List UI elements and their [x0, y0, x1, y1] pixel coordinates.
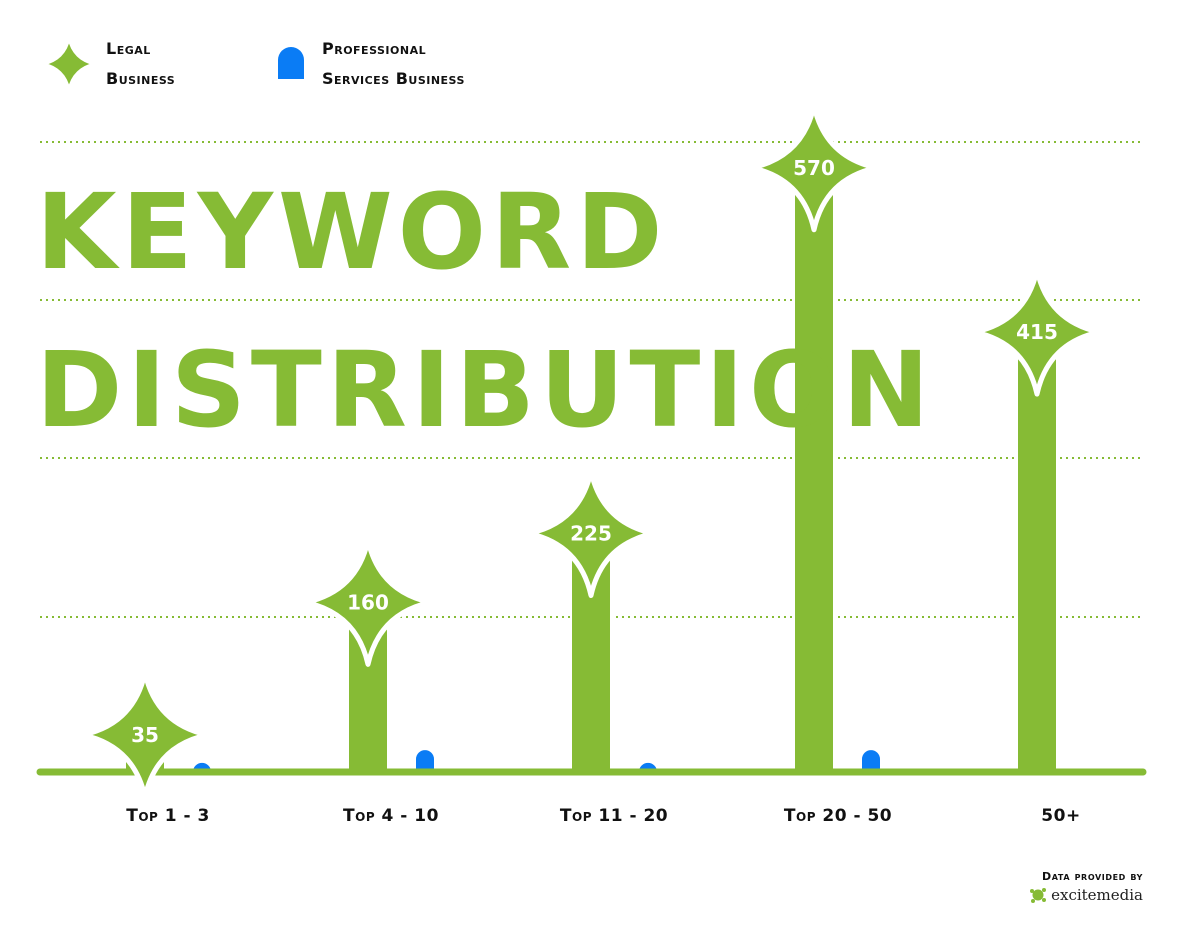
value-star-marker — [749, 103, 879, 233]
legend-pro-line1: Professional — [322, 39, 427, 58]
x-tick-label: Top 11 - 20 — [559, 806, 669, 826]
legend-legal-star-icon — [42, 37, 96, 91]
legend-icons — [42, 37, 304, 91]
bar-professional — [414, 748, 436, 773]
x-tick-label: Top 20 - 50 — [783, 806, 893, 826]
legend-legal-line2: Business — [106, 69, 176, 88]
data-label: 160 — [347, 590, 389, 614]
legal-value-markers: 35 160 225 570 415 — [80, 103, 1102, 800]
value-star-marker — [526, 469, 656, 598]
value-star-marker — [80, 670, 210, 800]
credit-label: Data provided by — [1042, 870, 1143, 883]
excitemedia-logo-icon — [1030, 888, 1047, 903]
data-label: 225 — [570, 522, 612, 546]
bar-professional — [860, 748, 882, 773]
legend-pro-line2: Services Business — [322, 69, 465, 88]
gridlines — [40, 141, 1143, 618]
chart-title-line2: DISTRIBUTION — [36, 329, 935, 451]
x-tick-label: Top 1 - 3 — [126, 806, 210, 826]
bar-legal — [1016, 331, 1058, 773]
value-star-marker — [303, 537, 433, 667]
data-label: 570 — [793, 156, 835, 180]
legend-item-legal: Legal Business — [106, 34, 175, 94]
credit-brand: excitemedia — [1029, 886, 1143, 904]
chart-title-line1: KEYWORD — [36, 171, 668, 293]
legend-item-professional: Professional Services Business — [322, 34, 465, 94]
legend-legal-line1: Legal — [106, 39, 151, 58]
data-credit: Data provided by excitemedia — [1029, 870, 1143, 904]
credit-brand-name: excitemedia — [1051, 886, 1143, 904]
data-label: 415 — [1016, 320, 1058, 344]
x-tick-label: 50+ — [1041, 806, 1081, 826]
data-label: 35 — [131, 723, 159, 747]
value-star-marker — [972, 267, 1102, 397]
legend-professional-dome-icon — [278, 47, 304, 79]
x-tick-label: Top 4 - 10 — [343, 806, 439, 826]
bar-legal — [793, 166, 835, 774]
